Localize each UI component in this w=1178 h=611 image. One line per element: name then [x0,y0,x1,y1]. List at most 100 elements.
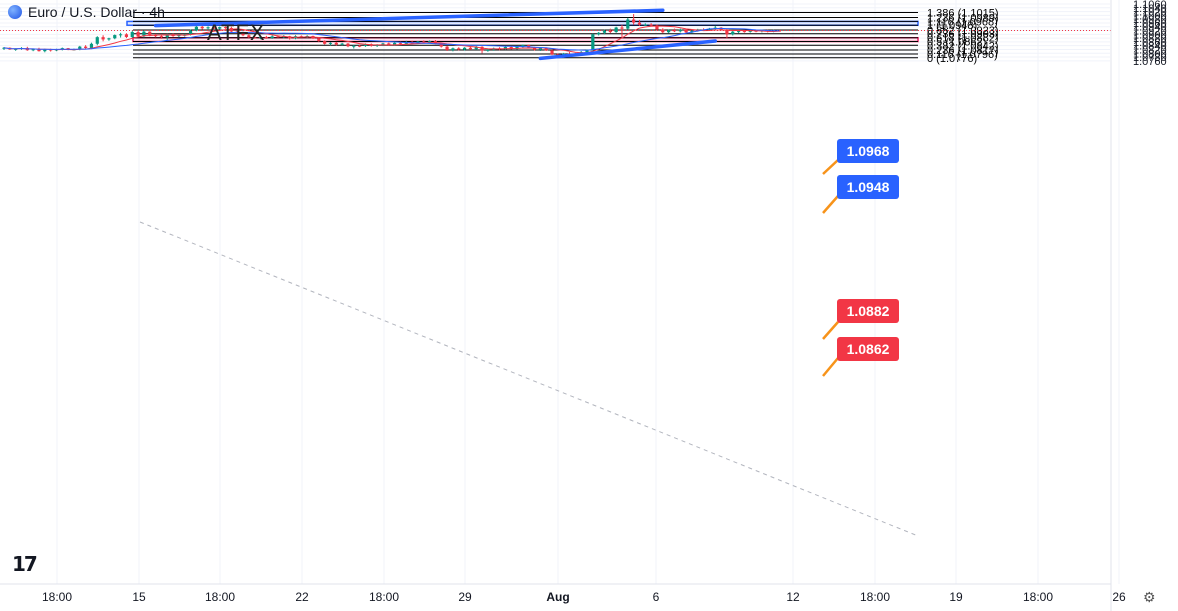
y-tick-label: 1.1040 [1133,3,1167,15]
y-tick-label: 1.0940 [1133,22,1167,34]
y-tick-label: 1.0780 [1133,52,1167,64]
candle-body [439,43,443,47]
price-tag-1-0968: 1.0968 [837,139,899,163]
settings-gear-icon[interactable]: ⚙ [1143,589,1156,605]
candle-body [486,49,490,51]
candle [258,36,263,40]
candle-body [637,22,642,25]
candle [736,30,741,34]
candle-body [84,46,88,48]
fib-label: 1.386 (1.1015) [927,8,999,20]
candle [632,14,636,25]
y-tick-label: 1.0960 [1133,18,1167,30]
candle-body [509,47,513,49]
candle-body [427,41,432,43]
candle [124,33,129,39]
candles [2,14,781,58]
candle-body [136,32,140,37]
tag-connectors [822,159,839,377]
candle-body [206,27,210,29]
candle [323,40,327,45]
candle-body [375,44,379,46]
x-tick-label: 18:00 [860,590,890,604]
x-tick-label: 18:00 [369,590,399,604]
x-tick-label: 22 [295,590,309,604]
symbol-title[interactable]: Euro / U.S. Dollar · 4h [28,4,165,20]
candle-body [381,43,385,45]
candle-body [672,30,677,32]
candle [649,23,653,26]
candle-body [328,42,333,44]
candle [486,49,490,52]
candle-body [89,43,94,48]
candle [346,43,350,48]
candle-body [101,37,105,40]
candle [684,29,688,34]
tag-connector [822,195,839,214]
fib-label: 0.618 (1.0882) [927,33,999,45]
tag-connector [822,357,839,377]
candle [253,36,257,39]
fibonacci-levels: 0 (1.0776)0.116 (1.0796)0.236 (1.0817)0.… [133,8,999,65]
candle [614,26,618,33]
candle-body [49,49,53,51]
tradingview-logo-icon[interactable]: 17 [12,552,38,576]
candle-body [474,46,478,50]
candle-body [31,49,35,51]
x-tick-label: 26 [1112,590,1126,604]
candle-body [340,43,344,45]
candle-body [200,26,204,29]
candle-body [393,42,397,45]
y-tick-label: 1.0980 [1133,14,1167,26]
atfx-logo: ATFX [207,20,266,45]
candle [101,35,105,42]
candle-body [649,24,653,26]
candle-body [124,34,129,37]
candle [445,45,449,51]
chart-header: Euro / U.S. Dollar · 4h [8,4,165,20]
candle-body [445,46,449,51]
candle [597,32,601,36]
candle-body [194,26,198,31]
y-tick-label: 1.0920 [1133,26,1167,38]
candle-body [142,31,146,37]
x-tick-label: Aug [546,590,569,604]
candle-body [643,24,647,26]
candle [142,30,146,38]
candle [643,23,647,26]
candle [194,25,198,32]
candle [84,45,88,50]
y-tick-label: 1.0800 [1133,48,1167,60]
price-tag-1-0882: 1.0882 [837,299,899,323]
x-axis: 18:00 15 18:00 22 18:00 29 Aug 6 12 18:00 19 18:00 2… [0,583,1126,604]
candle-body [591,34,595,51]
candle [655,24,659,31]
candle-body [462,47,467,50]
candle [602,29,607,35]
candle [457,47,461,51]
candle [223,26,228,29]
candle-body [241,32,245,36]
tag-connector [822,159,839,175]
dashed-guide-line [139,221,919,537]
candle [113,34,117,40]
x-tick-label: 29 [458,590,472,604]
candle-body [620,27,624,29]
y-tick-label: 1.0840 [1133,41,1167,53]
candle-body [602,30,607,33]
x-tick-label: 12 [786,590,800,604]
candle-body [363,44,368,47]
candle [637,19,642,26]
fib-label: 0.736 (1.0903) [927,29,999,41]
fib-label: 1.236 (1.0989) [927,12,999,24]
candle [422,40,426,44]
fib-label: 0.116 (1.0796) [927,49,998,61]
candle [130,30,134,39]
candle-body [532,47,537,50]
trendlines [153,8,718,61]
candle [317,37,321,42]
candle-body [276,36,280,38]
candle [206,26,210,30]
candle-body [130,32,134,37]
